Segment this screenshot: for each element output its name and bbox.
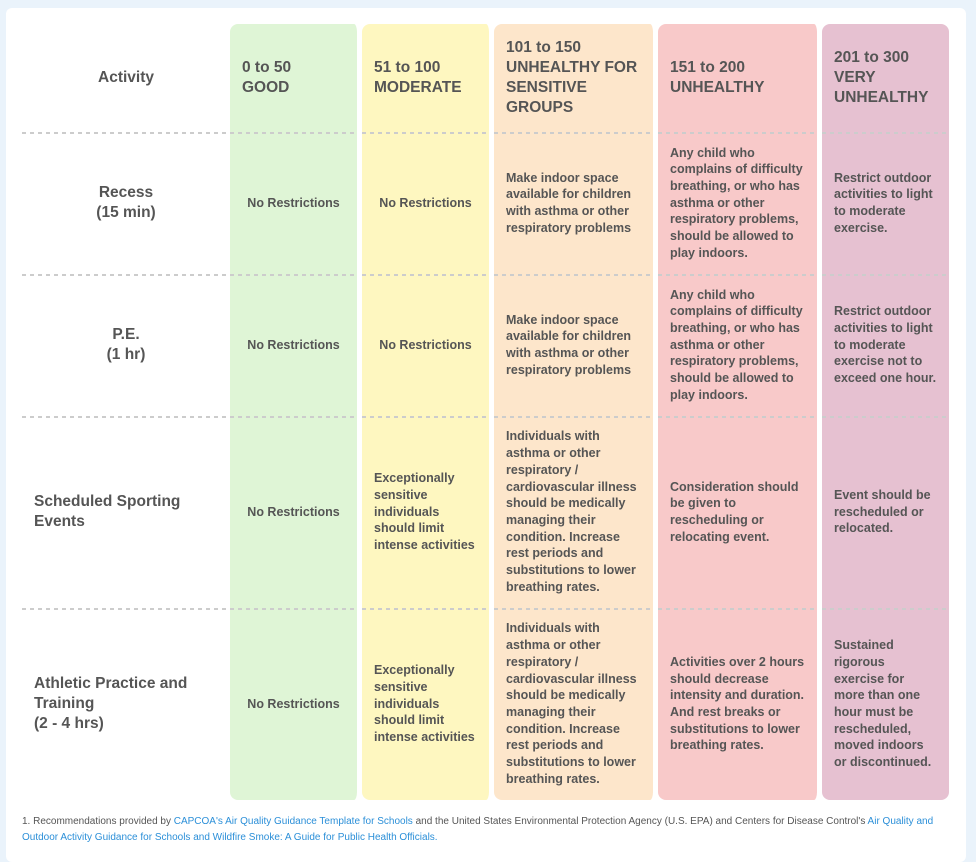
guidance-cell: Individuals with asthma or other respira… bbox=[494, 608, 658, 800]
guidance-cell: Activities over 2 hours should decrease … bbox=[658, 608, 822, 800]
activity-name: Recess (15 min) bbox=[22, 132, 230, 274]
aqi-range: 51 to 100 bbox=[374, 59, 441, 76]
aqi-category: UNHEALTHY FOR SENSITIVE GROUPS bbox=[506, 59, 638, 116]
activity-name: Scheduled Sporting Events bbox=[22, 416, 230, 608]
activity-label: Scheduled Sporting Events bbox=[34, 493, 181, 530]
guidance-cell: Sustained rigorous exercise for more tha… bbox=[822, 608, 949, 800]
activity-name: P.E. (1 hr) bbox=[22, 274, 230, 416]
activity-header: Activity bbox=[98, 69, 154, 86]
aqi-range: 151 to 200 bbox=[670, 59, 745, 76]
aqi-activity-card: Activity 0 to 50 GOOD 51 to 100 MODERATE 101… bbox=[6, 8, 966, 862]
aqi-range: 201 to 300 bbox=[834, 49, 909, 66]
aqi-activity-table: Activity 0 to 50 GOOD 51 to 100 MODERATE 101… bbox=[22, 24, 949, 800]
guidance-cell: Event should be rescheduled or relocated… bbox=[822, 416, 949, 608]
guidance-cell: Any child who complains of difficulty br… bbox=[658, 132, 822, 274]
aqi-range: 0 to 50 bbox=[242, 59, 292, 76]
capcoa-link[interactable]: CAPCOA's Air Quality Guidance Template f… bbox=[173, 816, 413, 827]
guidance-cell: Individuals with asthma or other respira… bbox=[494, 416, 658, 608]
aqi-category: UNHEALTHY bbox=[670, 79, 765, 96]
guidance-cell: No Restrictions bbox=[230, 274, 362, 416]
aqi-category: GOOD bbox=[242, 79, 290, 96]
aqi-category: MODERATE bbox=[374, 79, 462, 96]
cdc-guidance-link[interactable]: Air Quality and Outdoor Activity Guidanc… bbox=[22, 816, 934, 843]
activity-label: Athletic Practice and Training bbox=[34, 675, 188, 712]
guidance-cell: No Restrictions bbox=[230, 132, 362, 274]
guidance-cell: Restrict outdoor activities to light to … bbox=[822, 132, 949, 274]
activity-duration: (15 min) bbox=[96, 204, 156, 221]
guidance-cell: Restrict outdoor activities to light to … bbox=[822, 274, 949, 416]
guidance-cell: Exceptionally sensitive individuals shou… bbox=[362, 608, 494, 800]
guidance-cell: No Restrictions bbox=[230, 608, 362, 800]
aqi-level-header: 151 to 200 UNHEALTHY bbox=[658, 24, 822, 132]
guidance-cell: Make indoor space available for children… bbox=[494, 274, 658, 416]
footnote-text: and the United States Environmental Prot… bbox=[412, 816, 868, 827]
aqi-level-header: 51 to 100 MODERATE bbox=[362, 24, 494, 132]
activity-duration: (2 - 4 hrs) bbox=[34, 715, 104, 732]
activity-label: Recess bbox=[98, 184, 154, 201]
guidance-cell: No Restrictions bbox=[362, 132, 494, 274]
aqi-category: VERY UNHEALTHY bbox=[834, 69, 929, 106]
guidance-cell: No Restrictions bbox=[230, 416, 362, 608]
activity-label: P.E. bbox=[112, 326, 140, 343]
guidance-cell: Exceptionally sensitive individuals shou… bbox=[362, 416, 494, 608]
guidance-cell: No Restrictions bbox=[362, 274, 494, 416]
footnote-text: 1. Recommendations provided by bbox=[22, 816, 174, 827]
aqi-level-header: 201 to 300 VERY UNHEALTHY bbox=[822, 24, 949, 132]
activity-name: Athletic Practice and Training (2 - 4 hrs… bbox=[22, 608, 230, 800]
guidance-cell: Any child who complains of difficulty br… bbox=[658, 274, 822, 416]
guidance-cell: Consideration should be given to resched… bbox=[658, 416, 822, 608]
aqi-range: 101 to 150 bbox=[506, 39, 581, 56]
aqi-level-header: 0 to 50 GOOD bbox=[230, 24, 362, 132]
footnote: 1. Recommendations provided by CAPCOA's … bbox=[22, 814, 952, 862]
activity-duration: (1 hr) bbox=[106, 346, 146, 363]
aqi-level-header: 101 to 150 UNHEALTHY FOR SENSITIVE GROUPS bbox=[494, 24, 658, 132]
guidance-cell: Make indoor space available for children… bbox=[494, 132, 658, 274]
